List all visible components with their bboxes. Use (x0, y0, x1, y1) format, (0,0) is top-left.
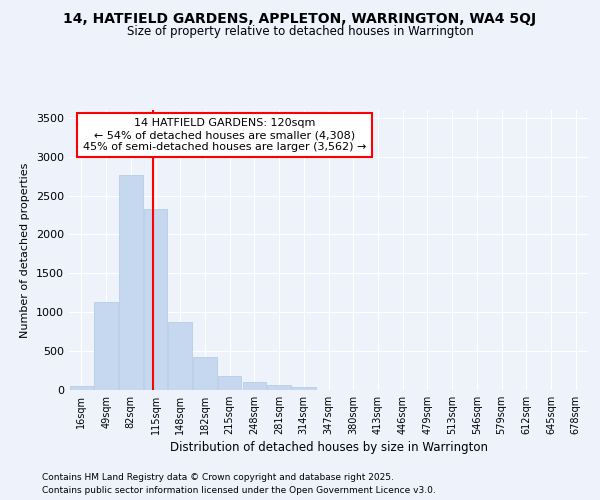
Bar (292, 387, 316, 390)
Bar (218, 376, 241, 390)
Text: 14, HATFIELD GARDENS, APPLETON, WARRINGTON, WA4 5QJ: 14, HATFIELD GARDENS, APPLETON, WARRINGT… (64, 12, 536, 26)
Bar (242, 382, 266, 390)
Bar (268, 386, 291, 390)
Text: Size of property relative to detached houses in Warrington: Size of property relative to detached ho… (127, 25, 473, 38)
X-axis label: Distribution of detached houses by size in Warrington: Distribution of detached houses by size … (170, 441, 487, 454)
Bar (94, 302, 118, 390)
Text: Contains public sector information licensed under the Open Government Licence v3: Contains public sector information licen… (42, 486, 436, 495)
Bar (144, 209, 167, 390)
Bar (193, 356, 217, 390)
Bar (119, 174, 143, 390)
Bar (169, 322, 192, 390)
Y-axis label: Number of detached properties: Number of detached properties (20, 162, 31, 338)
Bar (70, 386, 93, 390)
Text: 14 HATFIELD GARDENS: 120sqm
← 54% of detached houses are smaller (4,308)
45% of : 14 HATFIELD GARDENS: 120sqm ← 54% of det… (83, 118, 367, 152)
Text: Contains HM Land Registry data © Crown copyright and database right 2025.: Contains HM Land Registry data © Crown c… (42, 472, 394, 482)
